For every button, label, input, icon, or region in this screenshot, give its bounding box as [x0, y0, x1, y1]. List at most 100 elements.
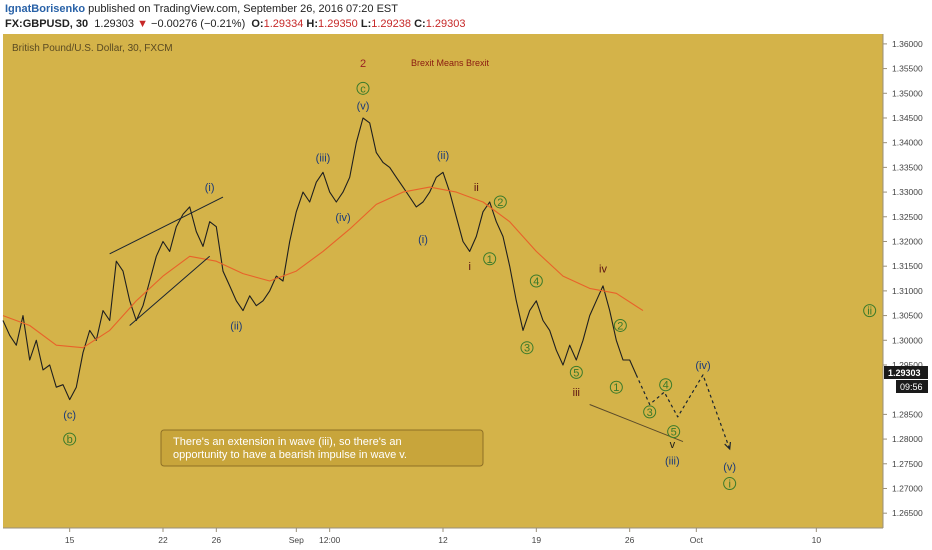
wave-label: (i): [418, 234, 428, 246]
wave-label: (c): [63, 409, 76, 421]
wave-labels: (c)b(i)(ii)(iii)(iv)(v)c2(i)(ii)iii12435…: [63, 58, 877, 491]
price-tick-label: 1.33500: [892, 162, 923, 172]
wave-label-circle: [356, 81, 370, 95]
callout-text-line-2: opportunity to have a bearish impulse in…: [173, 449, 407, 461]
price-axis[interactable]: [883, 34, 932, 550]
wave-label: 2: [617, 320, 623, 332]
publish-info: published on TradingView.com, September …: [85, 3, 398, 15]
wave-label: v: [670, 439, 676, 451]
wave-label: 5: [671, 427, 677, 439]
price-tick-label: 1.26500: [892, 508, 923, 518]
wave-label: 4: [533, 276, 539, 288]
wave-label: (i): [205, 182, 215, 194]
price-tick-label: 1.34500: [892, 113, 923, 123]
wave-label: (iii): [316, 153, 331, 165]
series-layer: [2, 117, 731, 451]
time-tick-label: 26: [212, 535, 222, 545]
price-tick-label: 1.30000: [892, 335, 923, 345]
wave-label-circle: [483, 252, 497, 266]
wave-label: 4: [663, 380, 669, 392]
callout[interactable]: There's an extension in wave (iii), so t…: [160, 429, 484, 467]
close-value: 1.29303: [425, 18, 466, 30]
price-tick-label: 1.33000: [892, 187, 923, 197]
wave-label-circle: [863, 304, 877, 318]
wave-label: ii: [474, 182, 479, 194]
time-axis-ticks: 15 22 26 Sep 12:00 12 19 26 Oct 10: [65, 528, 821, 545]
wave-label: i: [728, 479, 730, 491]
last-price-tag: 1.29303: [884, 366, 928, 379]
wave-label: (v): [357, 101, 370, 113]
wave-label: 2: [360, 58, 366, 70]
wave-label: (iv): [335, 212, 350, 224]
ohlc-line: FX:GBPUSD, 30 1.29303 ▼ −0.00276 (−0.21%…: [5, 18, 465, 30]
price-tick-label: 1.31500: [892, 261, 923, 271]
wave-label: (ii): [437, 150, 449, 162]
wave-label-circle: [659, 378, 673, 392]
projection-arrowhead: [724, 441, 731, 451]
wave-label: b: [67, 434, 73, 446]
wave-label-circle: [613, 318, 627, 332]
down-arrow-icon: ▼: [137, 18, 148, 30]
wave-label: iii: [573, 387, 580, 399]
price-tick-label: 1.28500: [892, 409, 923, 419]
change-value: −0.00276 (−0.21%): [151, 18, 246, 30]
wave-label: (iv): [695, 360, 710, 372]
wave-label: 1: [613, 382, 619, 394]
wave-label: 3: [647, 407, 653, 419]
instrument-label: British Pound/U.S. Dollar, 30, FXCM: [12, 43, 173, 54]
trend-line: [129, 255, 210, 326]
chart-header: IgnatBorisenko published on TradingView.…: [0, 0, 932, 34]
high-value: 1.29350: [318, 18, 358, 30]
time-tick-label: 10: [812, 535, 822, 545]
wave-label-circle: [643, 405, 657, 419]
trend-line: [109, 196, 224, 255]
price-tick-label: 1.35500: [892, 64, 923, 74]
wave-label: 1: [487, 254, 493, 266]
time-tick-label: 22: [158, 535, 168, 545]
high-label: H:: [306, 18, 319, 30]
price-tick-label: 1.32500: [892, 212, 923, 222]
low-value: 1.29238: [371, 18, 412, 30]
price-tick-label: 1.32000: [892, 236, 923, 246]
wave-label: i: [468, 261, 470, 273]
time-axis[interactable]: [0, 528, 883, 550]
series-line-0: [2, 117, 637, 401]
publish-line: IgnatBorisenko published on TradingView.…: [5, 3, 398, 15]
open-label: O:: [251, 18, 264, 30]
time-tick-label: 12:00: [319, 535, 341, 545]
wave-label: 5: [573, 367, 579, 379]
wave-label-circle: [723, 477, 737, 491]
price-tick-label: 1.27000: [892, 483, 923, 493]
series-line-1: [2, 186, 644, 349]
callout-box: [160, 429, 484, 467]
wave-label-circle: [63, 432, 77, 446]
callout-text-line-1: There's an extension in wave (iii), so t…: [173, 436, 402, 448]
price-tick-label: 1.30500: [892, 311, 923, 321]
symbol-label: FX:GBPUSD, 30: [5, 18, 89, 30]
wave-label-circle: [493, 195, 507, 209]
price-tick-label: 1.28000: [892, 434, 923, 444]
open-value: 1.29334: [263, 18, 304, 30]
wave-label-circle: [529, 274, 543, 288]
trend-lines: [109, 196, 684, 443]
time-tick-label: 19: [532, 535, 542, 545]
countdown-tag: 09:56: [896, 380, 928, 393]
trend-line: [589, 404, 684, 443]
author-link[interactable]: IgnatBorisenko: [5, 3, 86, 15]
wave-label-circle: [609, 380, 623, 394]
price-axis-ticks: 1.36000 1.35500 1.35000 1.34500 1.34000 1.335…: [883, 39, 923, 518]
price-tick-label: 1.27500: [892, 459, 923, 469]
wave-label: 2: [497, 197, 503, 209]
wave-label-circle: [667, 425, 681, 439]
price-chart[interactable]: 1.36000 1.35500 1.35000 1.34500 1.34000 1.335…: [0, 34, 932, 550]
low-label: L:: [360, 18, 372, 30]
wave-label: (v): [723, 461, 736, 473]
time-tick-label: Sep: [289, 535, 304, 545]
last-price-value: 1.29303: [94, 18, 135, 30]
wave-label: (iii): [665, 455, 680, 467]
last-price-tag-text: 1.29303: [888, 368, 921, 378]
wave-label: (ii): [230, 320, 242, 332]
price-tick-label: 1.31000: [892, 286, 923, 296]
countdown-tag-text: 09:56: [900, 382, 923, 392]
brexit-annotation: Brexit Means Brexit: [411, 58, 490, 68]
